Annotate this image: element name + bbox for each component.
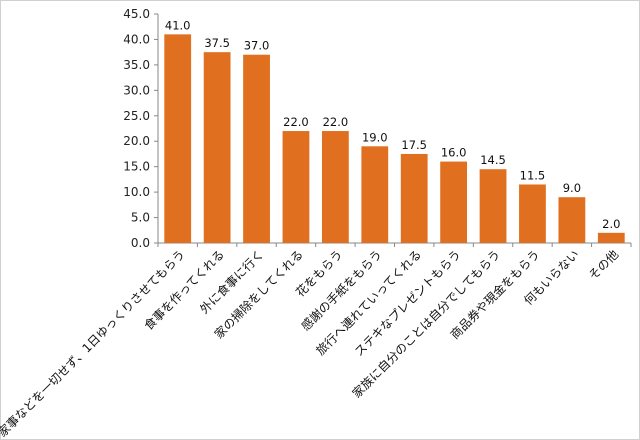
bar [282,131,310,243]
y-tick-label: 25.0 [123,109,150,123]
y-tick-label: 30.0 [123,83,150,97]
data-label: 2.0 [602,217,620,231]
x-category-label: 家事などを一切せず、1日ゆっくりさせてもらう [0,247,188,440]
bar [321,131,349,243]
y-tick-label: 5.0 [131,211,150,225]
bar [203,52,231,243]
bar [440,161,468,243]
bar [597,232,625,243]
bar [558,197,586,243]
data-label: 19.0 [362,130,388,144]
data-label: 41.0 [165,18,191,32]
bar [400,153,428,243]
bar [479,169,507,243]
data-label: 22.0 [283,115,309,129]
y-tick-label: 15.0 [123,160,150,174]
data-label: 22.0 [323,115,349,129]
y-tick-label: 20.0 [123,134,150,148]
bar [361,146,389,243]
bar [243,54,270,243]
y-tick-label: 45.0 [123,7,150,21]
data-label: 11.5 [520,168,546,182]
data-label: 37.0 [244,39,270,53]
x-category-label: その他 [586,247,621,282]
y-tick-label: 35.0 [123,58,150,72]
data-label: 37.5 [204,36,230,50]
y-tick-label: 0.0 [131,236,150,250]
data-label: 16.0 [441,146,467,160]
data-label: 14.5 [480,153,506,167]
y-tick-label: 10.0 [123,185,150,199]
bar [519,184,546,243]
y-tick-label: 40.0 [123,32,150,46]
bar [164,34,192,243]
data-label: 9.0 [563,181,581,195]
data-label: 17.5 [401,138,427,152]
